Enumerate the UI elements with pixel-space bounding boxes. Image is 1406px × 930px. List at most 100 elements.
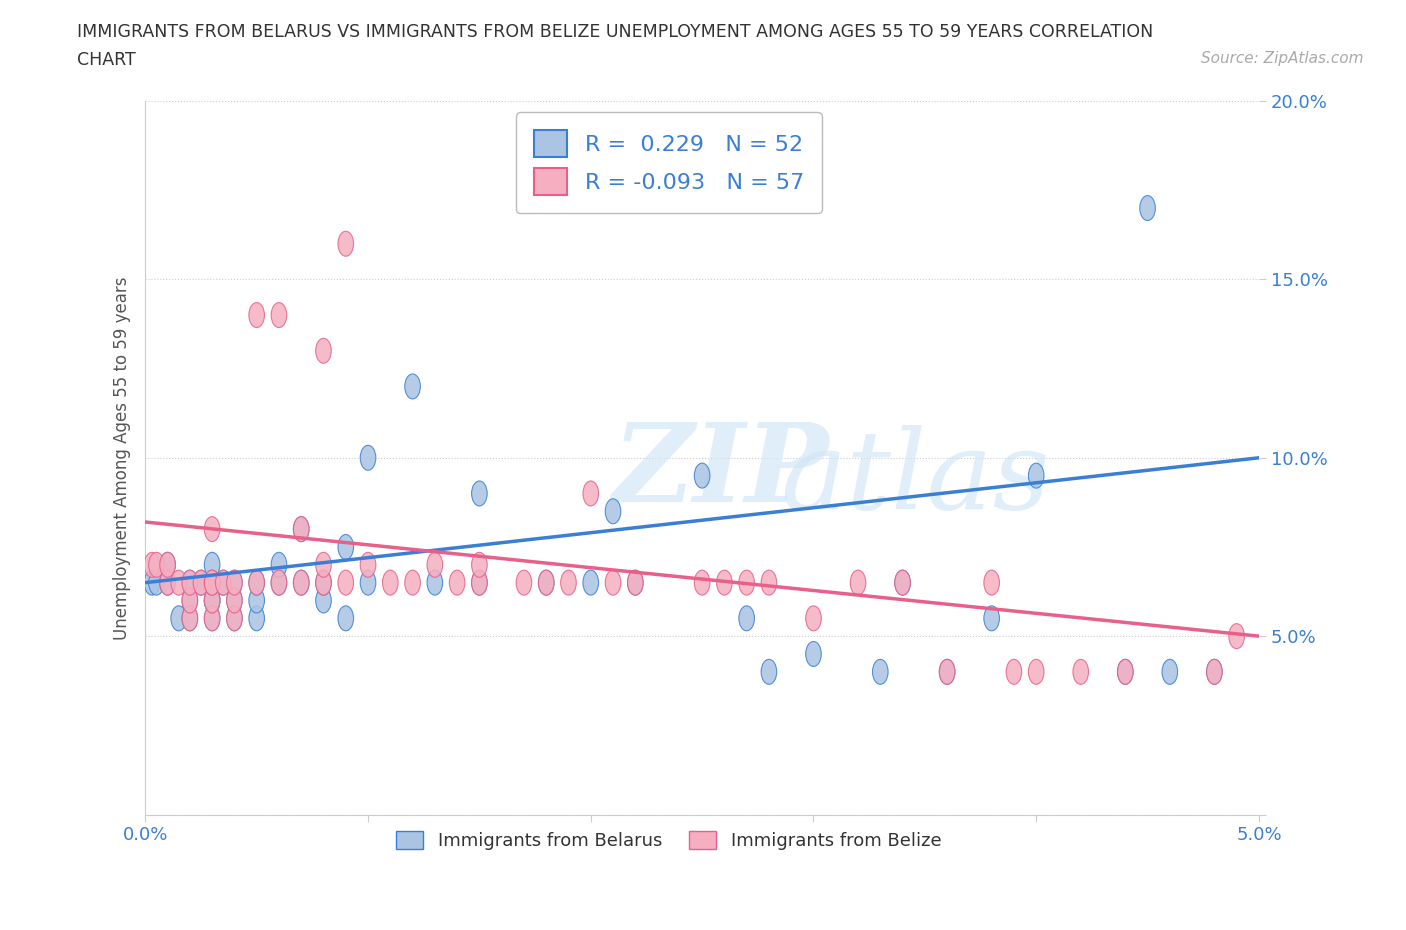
Ellipse shape: [427, 570, 443, 595]
Ellipse shape: [851, 570, 866, 595]
Ellipse shape: [181, 588, 198, 613]
Ellipse shape: [337, 232, 353, 257]
Ellipse shape: [360, 552, 375, 578]
Ellipse shape: [181, 605, 198, 631]
Ellipse shape: [337, 570, 353, 595]
Ellipse shape: [271, 302, 287, 327]
Ellipse shape: [316, 552, 332, 578]
Ellipse shape: [226, 605, 242, 631]
Ellipse shape: [271, 552, 287, 578]
Ellipse shape: [181, 570, 198, 595]
Ellipse shape: [894, 570, 910, 595]
Ellipse shape: [605, 570, 621, 595]
Ellipse shape: [204, 605, 219, 631]
Ellipse shape: [215, 570, 231, 595]
Ellipse shape: [204, 570, 219, 595]
Text: atlas: atlas: [780, 425, 1050, 533]
Ellipse shape: [450, 570, 465, 595]
Ellipse shape: [160, 552, 176, 578]
Ellipse shape: [172, 570, 187, 595]
Ellipse shape: [583, 481, 599, 506]
Ellipse shape: [226, 570, 242, 595]
Ellipse shape: [360, 570, 375, 595]
Ellipse shape: [204, 588, 219, 613]
Ellipse shape: [181, 605, 198, 631]
Ellipse shape: [160, 570, 176, 595]
Ellipse shape: [181, 570, 198, 595]
Ellipse shape: [516, 570, 531, 595]
Ellipse shape: [695, 570, 710, 595]
Ellipse shape: [149, 552, 165, 578]
Ellipse shape: [204, 588, 219, 613]
Ellipse shape: [740, 570, 755, 595]
Ellipse shape: [1118, 659, 1133, 684]
Ellipse shape: [249, 570, 264, 595]
Ellipse shape: [405, 374, 420, 399]
Ellipse shape: [249, 588, 264, 613]
Ellipse shape: [1206, 659, 1222, 684]
Ellipse shape: [1073, 659, 1088, 684]
Ellipse shape: [627, 570, 643, 595]
Ellipse shape: [382, 570, 398, 595]
Ellipse shape: [316, 588, 332, 613]
Ellipse shape: [1229, 624, 1244, 648]
Ellipse shape: [215, 570, 231, 595]
Ellipse shape: [172, 605, 187, 631]
Ellipse shape: [316, 570, 332, 595]
Ellipse shape: [1028, 659, 1045, 684]
Ellipse shape: [337, 535, 353, 560]
Ellipse shape: [226, 570, 242, 595]
Ellipse shape: [204, 570, 219, 595]
Ellipse shape: [1161, 659, 1178, 684]
Ellipse shape: [271, 570, 287, 595]
Ellipse shape: [605, 498, 621, 524]
Ellipse shape: [249, 570, 264, 595]
Ellipse shape: [984, 605, 1000, 631]
Ellipse shape: [294, 570, 309, 595]
Ellipse shape: [538, 570, 554, 595]
Ellipse shape: [561, 570, 576, 595]
Ellipse shape: [160, 570, 176, 595]
Y-axis label: Unemployment Among Ages 55 to 59 years: Unemployment Among Ages 55 to 59 years: [114, 276, 131, 640]
Ellipse shape: [806, 605, 821, 631]
Ellipse shape: [149, 570, 165, 595]
Ellipse shape: [160, 552, 176, 578]
Ellipse shape: [145, 552, 160, 578]
Ellipse shape: [337, 605, 353, 631]
Ellipse shape: [249, 605, 264, 631]
Legend: Immigrants from Belarus, Immigrants from Belize: Immigrants from Belarus, Immigrants from…: [387, 821, 950, 859]
Ellipse shape: [740, 605, 755, 631]
Text: CHART: CHART: [77, 51, 136, 69]
Ellipse shape: [193, 570, 208, 595]
Ellipse shape: [717, 570, 733, 595]
Ellipse shape: [471, 570, 488, 595]
Ellipse shape: [226, 605, 242, 631]
Ellipse shape: [226, 588, 242, 613]
Ellipse shape: [193, 570, 208, 595]
Ellipse shape: [806, 642, 821, 667]
Ellipse shape: [939, 659, 955, 684]
Ellipse shape: [1140, 195, 1156, 220]
Ellipse shape: [316, 570, 332, 595]
Ellipse shape: [294, 517, 309, 541]
Ellipse shape: [984, 570, 1000, 595]
Ellipse shape: [360, 445, 375, 471]
Ellipse shape: [271, 570, 287, 595]
Ellipse shape: [695, 463, 710, 488]
Ellipse shape: [204, 588, 219, 613]
Ellipse shape: [1206, 659, 1222, 684]
Ellipse shape: [627, 570, 643, 595]
Ellipse shape: [204, 570, 219, 595]
Ellipse shape: [873, 659, 889, 684]
Ellipse shape: [1028, 463, 1045, 488]
Ellipse shape: [761, 659, 776, 684]
Ellipse shape: [471, 552, 488, 578]
Ellipse shape: [204, 517, 219, 541]
Ellipse shape: [181, 588, 198, 613]
Ellipse shape: [294, 517, 309, 541]
Text: Source: ZipAtlas.com: Source: ZipAtlas.com: [1201, 51, 1364, 66]
Ellipse shape: [939, 659, 955, 684]
Ellipse shape: [204, 552, 219, 578]
Ellipse shape: [294, 570, 309, 595]
Text: ZIP: ZIP: [613, 418, 830, 525]
